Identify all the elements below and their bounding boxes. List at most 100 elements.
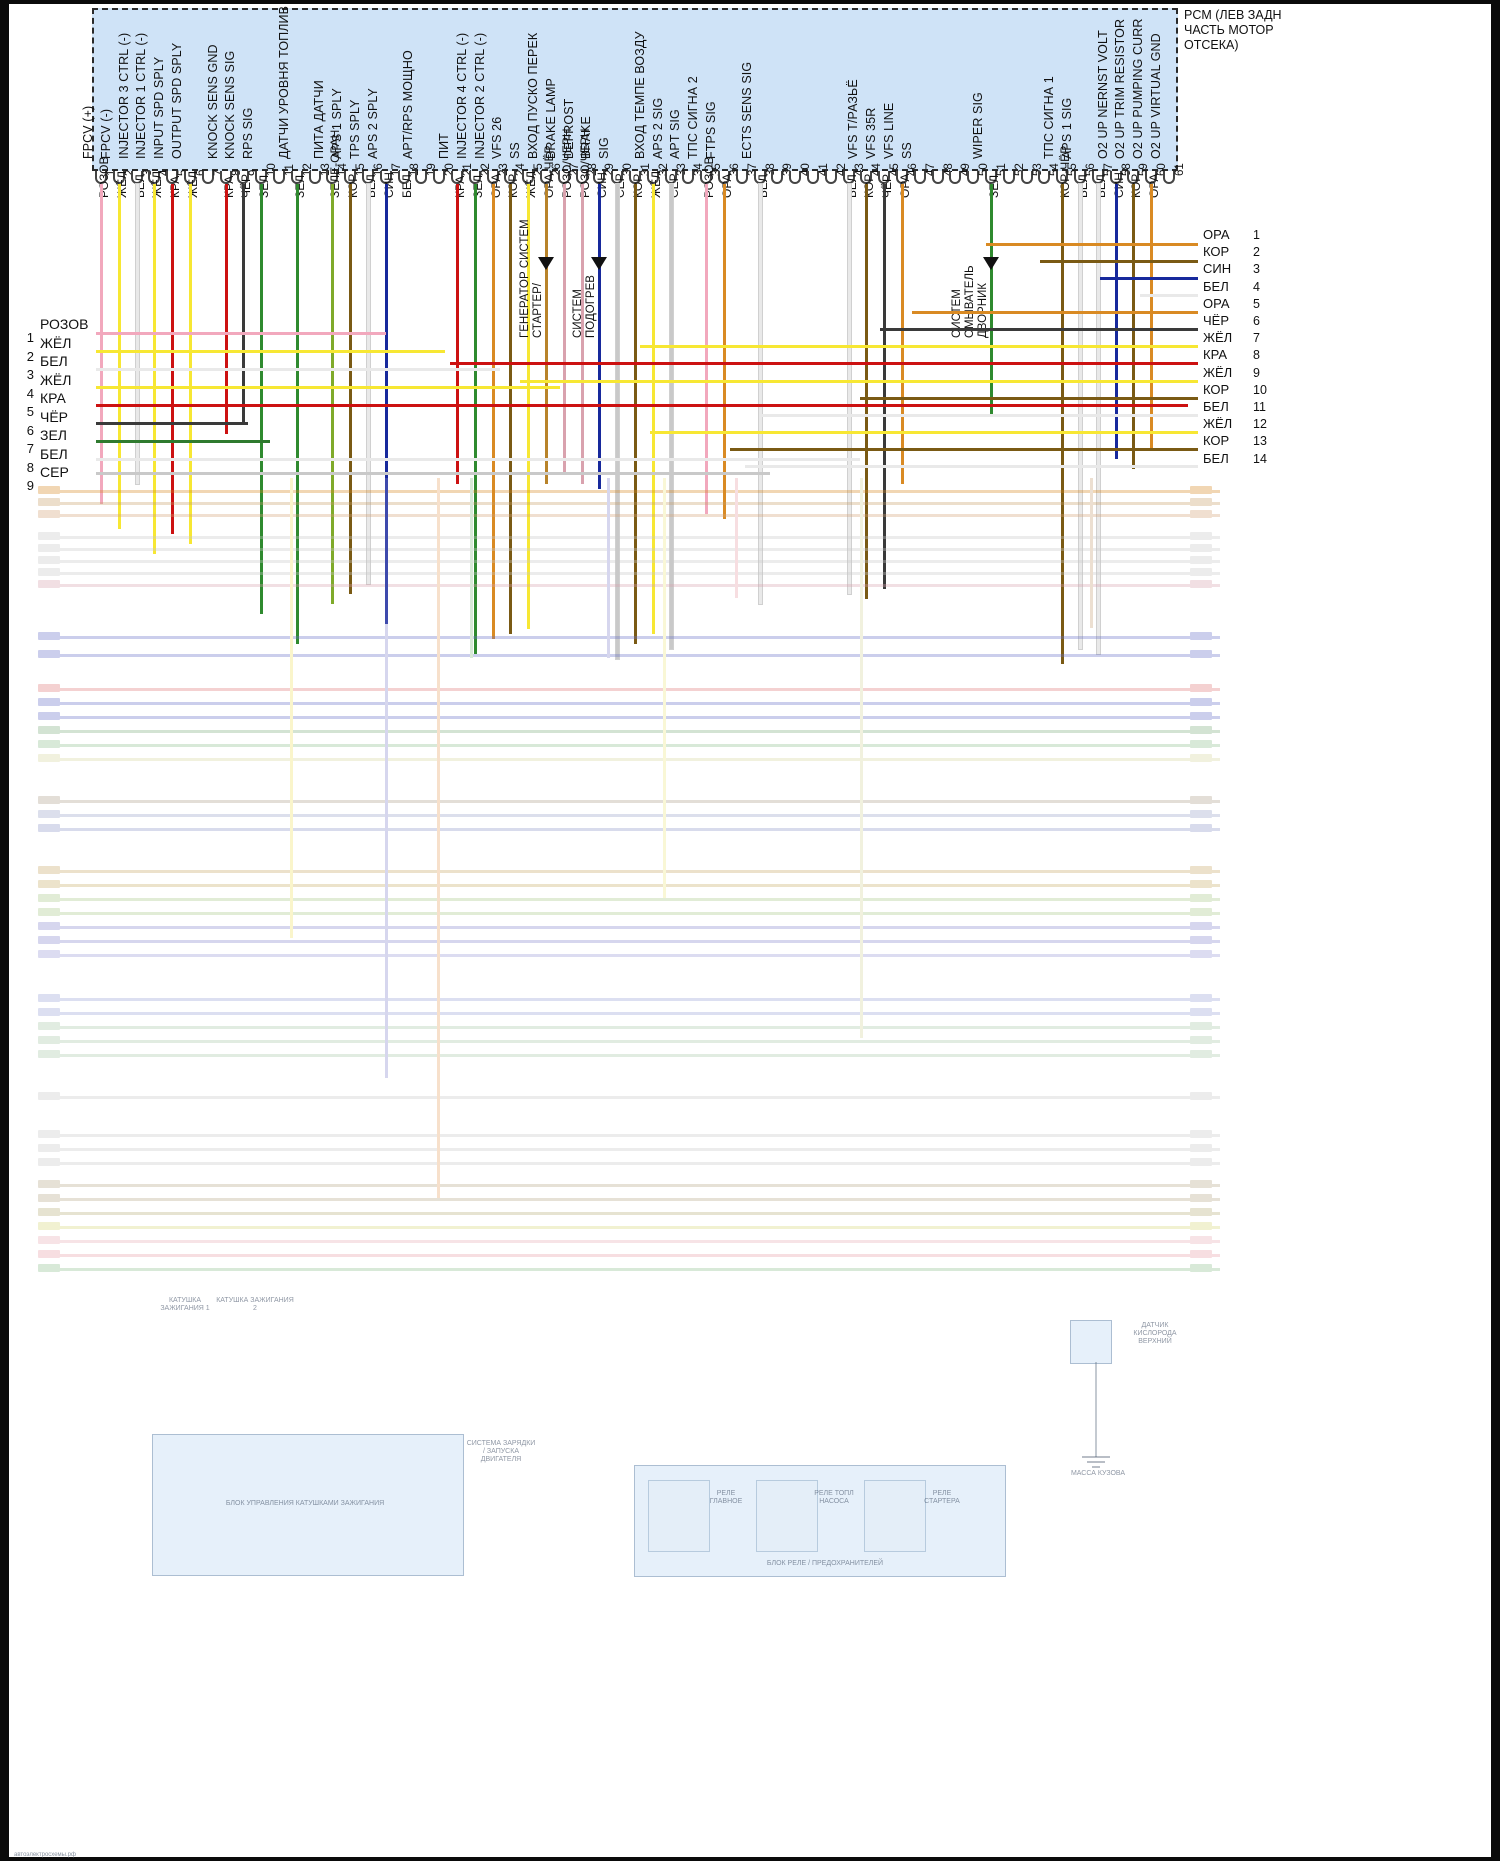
harness-wire — [96, 350, 445, 353]
pcm-pin-socket[interactable] — [611, 171, 624, 184]
relay-3[interactable] — [864, 1480, 926, 1552]
faded-wire — [40, 926, 1220, 929]
ignition-coil-module[interactable] — [152, 1434, 464, 1576]
pcm-pin-socket[interactable] — [486, 171, 499, 184]
pcm-pin-socket[interactable] — [842, 171, 855, 184]
pcm-wire — [901, 184, 905, 484]
pcm-pin-socket[interactable] — [112, 171, 125, 184]
pcm-pin-socket[interactable] — [1091, 171, 1104, 184]
pcm-pin-socket[interactable] — [967, 171, 980, 184]
pcm-pin-socket[interactable] — [789, 171, 802, 184]
pcm-pin-socket[interactable] — [326, 171, 339, 184]
pcm-pin-socket[interactable] — [1056, 171, 1069, 184]
pcm-wire — [1114, 184, 1118, 459]
pcm-pin-socket[interactable] — [682, 171, 695, 184]
pcm-pin-socket[interactable] — [1127, 171, 1140, 184]
pcm-wire — [580, 184, 584, 484]
pcm-pin-socket[interactable] — [753, 171, 766, 184]
faded-connector-tag — [38, 1264, 60, 1272]
pcm-pin-socket[interactable] — [807, 171, 820, 184]
pcm-wire — [331, 184, 335, 604]
pcm-pin-socket[interactable] — [148, 171, 161, 184]
pcm-pin-socket[interactable] — [237, 171, 250, 184]
left-pin-color-label: РОЗОВ — [40, 316, 89, 332]
pcm-pin-socket[interactable] — [183, 171, 196, 184]
pcm-pin-label: APS 1 SIG — [1060, 97, 1075, 159]
pcm-pin-socket[interactable] — [539, 171, 552, 184]
pcm-pin-socket[interactable] — [290, 171, 303, 184]
pcm-pin-socket[interactable] — [504, 171, 517, 184]
pcm-pin-socket[interactable] — [522, 171, 535, 184]
pcm-pin-socket[interactable] — [718, 171, 731, 184]
pcm-pin-socket[interactable] — [1038, 171, 1051, 184]
pcm-pin-socket[interactable] — [771, 171, 784, 184]
pcm-pin-socket[interactable] — [361, 171, 374, 184]
pcm-pin-label: O2 UP TRIM RESISTOR — [1113, 18, 1128, 159]
pcm-pin-socket[interactable] — [1002, 171, 1015, 184]
faded-wire — [40, 654, 1220, 657]
left-pin-number: 4 — [26, 385, 34, 401]
right-pin-number: 6 — [1253, 314, 1260, 328]
pcm-pin-socket[interactable] — [1109, 171, 1122, 184]
pcm-pin-label: APS 1 SPLY — [330, 88, 345, 159]
faded-connector-tag — [1190, 908, 1212, 916]
pcm-pin-socket[interactable] — [913, 171, 926, 184]
pcm-pin-socket[interactable] — [415, 171, 428, 184]
faded-wire — [40, 814, 1220, 817]
pcm-pin-socket[interactable] — [646, 171, 659, 184]
pcm-pin-label: ТПС СИГНА 2 — [686, 76, 701, 159]
pcm-pin-socket[interactable] — [255, 171, 268, 184]
pcm-pin-socket[interactable] — [896, 171, 909, 184]
pcm-pin-socket[interactable] — [1145, 171, 1158, 184]
pcm-pin-socket[interactable] — [824, 171, 837, 184]
faded-connector-tag — [1190, 1250, 1212, 1258]
pcm-pin-socket[interactable] — [308, 171, 321, 184]
pcm-pin-socket[interactable] — [468, 171, 481, 184]
pcm-pin-socket[interactable] — [450, 171, 463, 184]
faded-wire — [40, 502, 1220, 505]
pcm-pin-socket[interactable] — [94, 171, 107, 184]
pcm-pin-socket[interactable] — [219, 171, 232, 184]
pcm-pin-label: ПИТ — [436, 133, 451, 159]
pcm-pin-socket[interactable] — [379, 171, 392, 184]
faded-wire — [40, 800, 1220, 803]
relay-2[interactable] — [756, 1480, 818, 1552]
pcm-connector-box[interactable] — [92, 8, 1178, 171]
pcm-pin-label: VFS Т/РАЗЬЁ — [846, 79, 861, 159]
pcm-pin-socket[interactable] — [931, 171, 944, 184]
pcm-wire — [349, 184, 353, 594]
pcm-pin-socket[interactable] — [272, 171, 285, 184]
pcm-pin-socket[interactable] — [700, 171, 713, 184]
pcm-pin-socket[interactable] — [575, 171, 588, 184]
pcm-pin-socket[interactable] — [201, 171, 214, 184]
pcm-pin-socket[interactable] — [593, 171, 606, 184]
pcm-pin-socket[interactable] — [860, 171, 873, 184]
pcm-pin-socket[interactable] — [1074, 171, 1087, 184]
pcm-pin-socket[interactable] — [1020, 171, 1033, 184]
right-pin-color-label: КОР — [1203, 244, 1230, 260]
o2-sensor-block[interactable] — [1070, 1320, 1112, 1364]
schematic-label: ДАТЧИК КИСЛОРОДА ВЕРХНИЙ — [1133, 1322, 1177, 1345]
pcm-pin-socket[interactable] — [985, 171, 998, 184]
pcm-wire — [117, 184, 121, 529]
faded-connector-tag — [1190, 556, 1212, 564]
pcm-pin-socket[interactable] — [130, 171, 143, 184]
pcm-pin-socket[interactable] — [629, 171, 641, 184]
pcm-pin-socket[interactable] — [344, 171, 357, 184]
pcm-pin-socket[interactable] — [433, 171, 446, 184]
pcm-pin-socket[interactable] — [878, 171, 891, 184]
faded-wire — [40, 1026, 1220, 1029]
pcm-wire — [757, 183, 763, 605]
relay-1[interactable] — [648, 1480, 710, 1552]
pcm-pin-socket[interactable] — [735, 171, 748, 184]
faded-connector-tag — [38, 698, 60, 706]
pcm-pin-socket[interactable] — [664, 171, 677, 184]
pcm-pin-socket[interactable] — [397, 171, 410, 184]
pcm-pin-socket[interactable] — [557, 171, 570, 184]
pcm-pin-socket[interactable] — [166, 171, 179, 184]
left-pin-number: 9 — [26, 478, 34, 493]
pcm-wire — [473, 184, 477, 654]
harness-wire — [745, 465, 1198, 468]
pcm-pin-socket[interactable] — [949, 171, 962, 184]
pcm-pin-socket[interactable] — [1163, 171, 1176, 184]
